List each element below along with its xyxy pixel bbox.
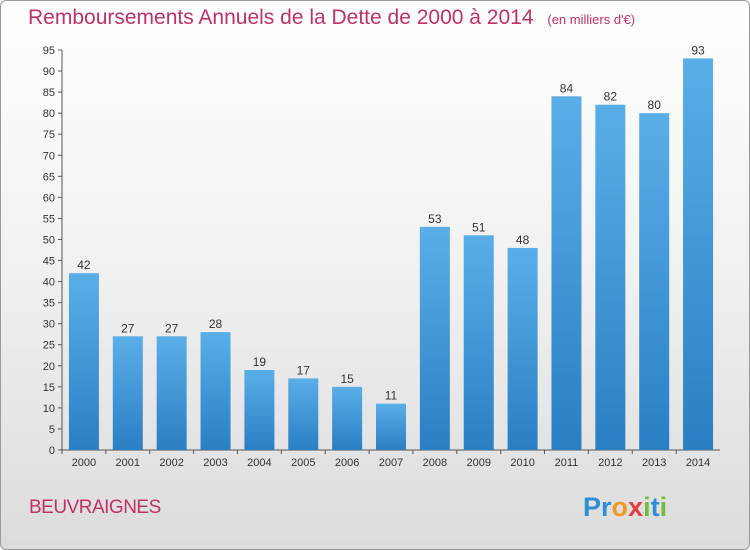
bar: [595, 104, 626, 450]
chart-axes: 0 5 10 15 20 25 30 35 40 45 50 55 60 65 70 75 80 85 90 95: [43, 45, 720, 457]
y-tick-label: 70: [43, 150, 55, 162]
bar: [332, 386, 363, 450]
x-tick-label: 2008: [423, 457, 447, 469]
data-label: 15: [340, 372, 354, 386]
x-tick-label: 2001: [116, 457, 140, 469]
bar: [200, 332, 231, 450]
data-label: 17: [297, 363, 311, 377]
logo-letter: P: [583, 492, 602, 522]
y-tick-label: 30: [43, 319, 55, 331]
y-tick-label: 50: [43, 234, 55, 246]
chart-title-text: Remboursements Annuels de la Dette de 20…: [28, 6, 534, 29]
data-label: 27: [121, 321, 135, 335]
logo-letter: o: [611, 492, 629, 522]
chart-labels: 2000 42 2001 27 2002 27 2003 28 2004 19 2005 17 2006…: [72, 43, 711, 469]
x-tick-label: 2005: [291, 457, 315, 469]
bar: [639, 113, 670, 450]
x-tick-label: 2006: [335, 457, 359, 469]
data-label: 82: [604, 90, 618, 104]
data-label: 84: [560, 81, 574, 95]
chart-title: Remboursements Annuels de la Dette de 20…: [28, 6, 635, 30]
bar: [463, 235, 494, 450]
bar: [112, 336, 143, 450]
x-tick-label: 2011: [555, 457, 579, 469]
logo-letter: i: [643, 492, 651, 522]
chart-bars: [68, 58, 714, 450]
y-tick-label: 10: [43, 403, 55, 415]
y-tick-label: 40: [43, 277, 55, 289]
x-tick-label: 2013: [642, 457, 666, 469]
proxiti-logo: Proxiti: [583, 492, 667, 523]
y-tick-label: 35: [43, 298, 55, 310]
y-tick-label: 75: [43, 129, 55, 141]
data-label: 19: [253, 355, 267, 369]
data-label: 53: [428, 212, 442, 226]
y-tick-label: 15: [43, 382, 55, 394]
y-tick-label: 80: [43, 108, 55, 120]
data-label: 27: [165, 321, 179, 335]
bar: [683, 58, 714, 450]
bar: [551, 96, 582, 450]
data-label: 48: [516, 233, 530, 247]
data-label: 93: [691, 43, 705, 57]
data-label: 42: [77, 258, 91, 272]
y-tick-label: 65: [43, 171, 55, 183]
y-tick-label: 85: [43, 87, 55, 99]
bar: [288, 378, 319, 450]
y-tick-label: 60: [43, 192, 55, 204]
x-tick-label: 2003: [203, 457, 227, 469]
y-tick-label: 55: [43, 213, 55, 225]
y-tick-label: 5: [49, 424, 55, 436]
bar: [244, 370, 275, 450]
y-tick-label: 45: [43, 256, 55, 268]
x-tick-label: 2012: [598, 457, 622, 469]
x-tick-label: 2007: [379, 457, 403, 469]
bar: [419, 226, 450, 450]
logo-letter: x: [628, 492, 644, 522]
y-tick-label: 25: [43, 340, 55, 352]
data-label: 11: [385, 389, 398, 403]
x-tick-label: 2002: [159, 457, 183, 469]
y-tick-label: 95: [43, 45, 55, 57]
chart-unit: (en milliers d'€): [547, 12, 636, 27]
bar: [376, 403, 406, 450]
logo-letter: i: [659, 492, 668, 522]
logo-letter: t: [650, 492, 660, 522]
x-tick-label: 2009: [466, 457, 490, 469]
y-tick-label: 90: [43, 66, 55, 78]
x-tick-label: 2004: [247, 457, 271, 469]
bar: [507, 247, 538, 450]
x-tick-label: 2010: [510, 457, 534, 469]
data-label: 80: [648, 98, 662, 112]
data-label: 51: [472, 220, 486, 234]
y-tick-label: 20: [43, 361, 55, 373]
bar: [68, 273, 99, 450]
city-name: BEUVRAIGNES: [29, 497, 161, 518]
x-tick-label: 2014: [686, 457, 710, 469]
y-tick-label: 0: [49, 445, 55, 457]
data-label: 28: [209, 317, 223, 331]
x-tick-label: 2000: [72, 457, 96, 469]
bar: [156, 336, 187, 450]
logo-letter: r: [601, 492, 612, 522]
